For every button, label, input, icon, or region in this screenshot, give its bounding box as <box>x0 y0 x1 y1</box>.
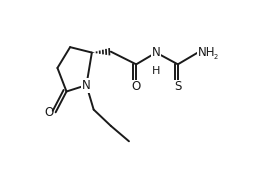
Text: O: O <box>131 80 141 93</box>
Text: $_2$: $_2$ <box>213 52 219 62</box>
Text: NH: NH <box>198 46 215 59</box>
Text: O: O <box>45 106 54 119</box>
Text: S: S <box>174 80 182 93</box>
Text: N: N <box>152 46 161 59</box>
Text: N: N <box>82 79 91 92</box>
Text: H: H <box>152 66 160 76</box>
